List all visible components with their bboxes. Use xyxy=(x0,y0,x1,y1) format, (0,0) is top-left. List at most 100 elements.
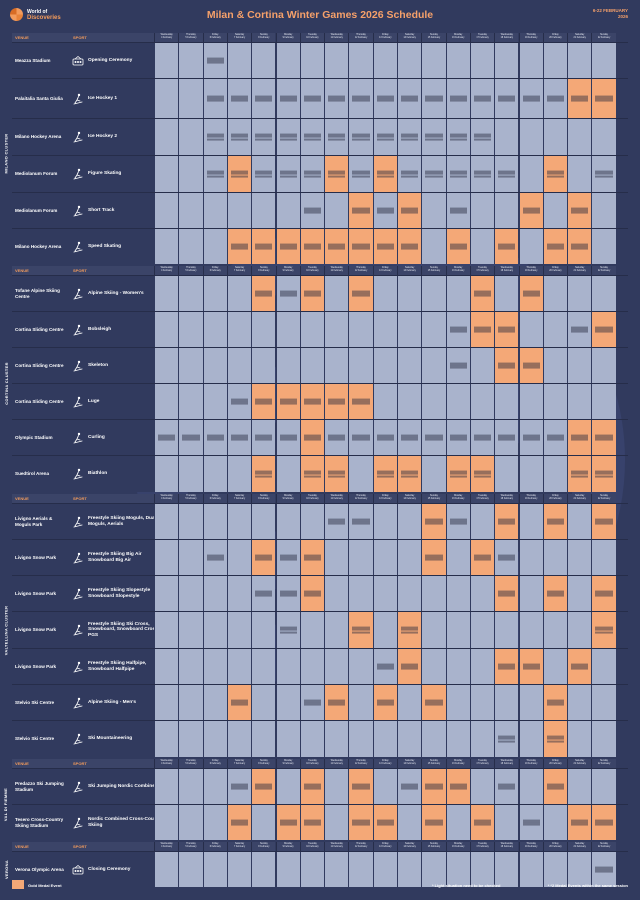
gold-medal-event-cell[interactable] xyxy=(299,229,325,264)
gold-medal-event-cell[interactable] xyxy=(324,229,349,264)
gold-medal-event-cell[interactable] xyxy=(567,456,592,492)
event-cell[interactable] xyxy=(469,420,495,455)
gold-medal-event-cell[interactable] xyxy=(469,540,495,575)
sport-cell[interactable]: Skeleton xyxy=(70,348,166,383)
event-cell[interactable] xyxy=(275,576,300,611)
event-cell[interactable] xyxy=(154,420,179,455)
gold-medal-event-cell[interactable] xyxy=(348,769,373,804)
gold-medal-event-cell[interactable] xyxy=(518,348,543,383)
gold-medal-event-cell[interactable] xyxy=(591,312,616,347)
event-cell[interactable] xyxy=(275,540,300,575)
event-cell[interactable] xyxy=(275,119,300,155)
event-cell[interactable] xyxy=(348,119,373,155)
event-cell[interactable] xyxy=(275,276,300,311)
event-cell[interactable] xyxy=(202,420,227,455)
event-cell[interactable] xyxy=(397,79,422,118)
gold-medal-event-cell[interactable] xyxy=(299,576,325,611)
event-cell[interactable] xyxy=(421,420,446,455)
gold-medal-event-cell[interactable] xyxy=(226,229,252,264)
gold-medal-event-cell[interactable] xyxy=(567,79,592,118)
sport-cell[interactable]: Speed Skating xyxy=(70,229,166,264)
gold-medal-event-cell[interactable] xyxy=(299,384,325,419)
gold-medal-event-cell[interactable] xyxy=(372,685,397,720)
gold-medal-event-cell[interactable] xyxy=(445,769,470,804)
gold-medal-event-cell[interactable] xyxy=(542,229,568,264)
event-cell[interactable] xyxy=(299,685,325,720)
event-cell[interactable] xyxy=(275,612,300,648)
brand-logo[interactable]: World of Discoveries xyxy=(10,8,61,21)
sport-cell[interactable]: Nordic Combined Cross-Country Skiing xyxy=(70,805,166,840)
event-cell[interactable] xyxy=(591,156,616,192)
gold-medal-event-cell[interactable] xyxy=(445,229,470,264)
gold-medal-event-cell[interactable] xyxy=(591,420,616,455)
gold-medal-event-cell[interactable] xyxy=(299,540,325,575)
event-cell[interactable] xyxy=(372,193,397,228)
event-cell[interactable] xyxy=(251,79,276,118)
event-cell[interactable] xyxy=(251,576,276,611)
gold-medal-event-cell[interactable] xyxy=(324,685,349,720)
gold-medal-event-cell[interactable] xyxy=(542,504,568,539)
event-cell[interactable] xyxy=(299,193,325,228)
sport-cell[interactable]: Bobsleigh xyxy=(70,312,166,347)
event-cell[interactable] xyxy=(469,119,495,155)
event-cell[interactable] xyxy=(299,119,325,155)
event-cell[interactable] xyxy=(469,156,495,192)
gold-medal-event-cell[interactable] xyxy=(397,193,422,228)
gold-medal-event-cell[interactable] xyxy=(348,805,373,840)
gold-medal-event-cell[interactable] xyxy=(542,721,568,757)
sport-cell[interactable]: Alpine Skiing - Men's xyxy=(70,685,166,720)
event-cell[interactable] xyxy=(518,79,543,118)
gold-medal-event-cell[interactable] xyxy=(542,156,568,192)
gold-medal-event-cell[interactable] xyxy=(421,805,446,840)
sport-cell[interactable]: Short Track xyxy=(70,193,166,228)
gold-medal-event-cell[interactable] xyxy=(421,504,446,539)
sport-cell[interactable]: Ice Hockey 2 xyxy=(70,119,166,155)
gold-medal-event-cell[interactable] xyxy=(591,805,616,840)
event-cell[interactable] xyxy=(251,420,276,455)
gold-medal-event-cell[interactable] xyxy=(469,805,495,840)
gold-medal-event-cell[interactable] xyxy=(372,805,397,840)
gold-medal-event-cell[interactable] xyxy=(372,456,397,492)
event-cell[interactable] xyxy=(567,312,592,347)
gold-medal-event-cell[interactable] xyxy=(348,612,373,648)
event-cell[interactable] xyxy=(226,79,252,118)
event-cell[interactable] xyxy=(518,805,543,840)
gold-medal-event-cell[interactable] xyxy=(299,769,325,804)
event-cell[interactable] xyxy=(421,79,446,118)
gold-medal-event-cell[interactable] xyxy=(324,456,349,492)
gold-medal-event-cell[interactable] xyxy=(567,420,592,455)
event-cell[interactable] xyxy=(202,540,227,575)
gold-medal-event-cell[interactable] xyxy=(397,229,422,264)
gold-medal-event-cell[interactable] xyxy=(348,193,373,228)
gold-medal-event-cell[interactable] xyxy=(445,456,470,492)
gold-medal-event-cell[interactable] xyxy=(421,769,446,804)
gold-medal-event-cell[interactable] xyxy=(226,685,252,720)
gold-medal-event-cell[interactable] xyxy=(226,805,252,840)
gold-medal-event-cell[interactable] xyxy=(226,156,252,192)
gold-medal-event-cell[interactable] xyxy=(567,649,592,684)
gold-medal-event-cell[interactable] xyxy=(494,504,519,539)
gold-medal-event-cell[interactable] xyxy=(542,769,568,804)
event-cell[interactable] xyxy=(445,193,470,228)
event-cell[interactable] xyxy=(372,649,397,684)
event-cell[interactable] xyxy=(324,420,349,455)
event-cell[interactable] xyxy=(397,156,422,192)
gold-medal-event-cell[interactable] xyxy=(567,229,592,264)
gold-medal-event-cell[interactable] xyxy=(542,685,568,720)
event-cell[interactable] xyxy=(251,156,276,192)
gold-medal-event-cell[interactable] xyxy=(372,229,397,264)
sport-cell[interactable]: Ski Mountaineering xyxy=(70,721,166,757)
event-cell[interactable] xyxy=(421,156,446,192)
event-cell[interactable] xyxy=(202,79,227,118)
event-cell[interactable] xyxy=(348,79,373,118)
event-cell[interactable] xyxy=(226,119,252,155)
event-cell[interactable] xyxy=(275,156,300,192)
sport-cell[interactable]: Ice Hockey 1 xyxy=(70,79,166,118)
event-cell[interactable] xyxy=(202,156,227,192)
event-cell[interactable] xyxy=(226,384,252,419)
event-cell[interactable] xyxy=(542,79,568,118)
gold-medal-event-cell[interactable] xyxy=(591,79,616,118)
gold-medal-event-cell[interactable] xyxy=(372,156,397,192)
sport-cell[interactable]: Closing Ceremony xyxy=(70,852,166,887)
event-cell[interactable] xyxy=(445,79,470,118)
